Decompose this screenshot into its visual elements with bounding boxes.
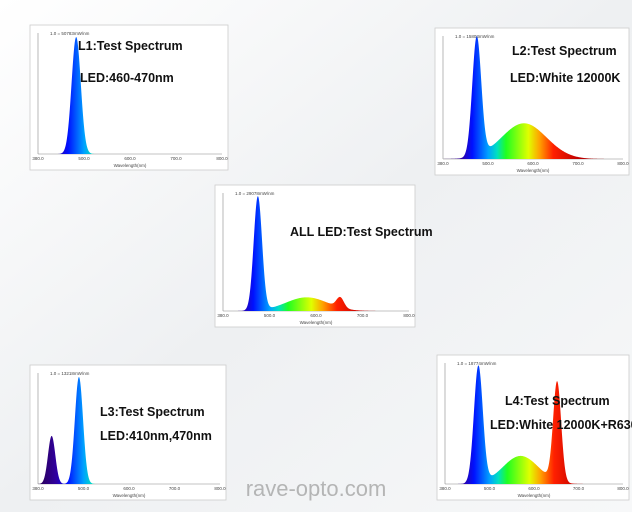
x-tick-label: 700.0 <box>170 156 182 161</box>
x-tick-label: 500.0 <box>482 161 494 166</box>
spectrum-curve <box>445 365 623 484</box>
spectrum-panel: 1.0 = 50783mW/nm Wavelength(nm) 380.0 500.0… <box>29 24 229 171</box>
x-tick-label: 500.0 <box>264 313 276 318</box>
x-tick-label: 700.0 <box>357 313 369 318</box>
axis-label: Wavelength(nm) <box>517 168 550 173</box>
panel-subtitle: LED:White 12000K <box>510 71 620 85</box>
x-tick-label: 600.0 <box>528 486 540 491</box>
x-tick-label: 500.0 <box>78 486 90 491</box>
spectrum-curve <box>38 37 222 154</box>
x-tick-label: 600.0 <box>124 156 136 161</box>
axis-label: Wavelength(nm) <box>114 163 147 168</box>
x-tick-label: 380.0 <box>32 156 44 161</box>
panel-frame <box>29 24 229 171</box>
x-tick-label: 600.0 <box>527 161 539 166</box>
axis-label: Wavelength(nm) <box>113 493 146 498</box>
panel-subtitle: LED:White 12000K+R630nm <box>490 418 632 432</box>
scale-label: 1.0 = 18774mW/nm <box>457 361 497 366</box>
scale-label: 1.0 = 50783mW/nm <box>50 31 90 36</box>
x-tick-label: 500.0 <box>484 486 496 491</box>
scale-label: 1.0 = 29078mW/nm <box>235 191 275 196</box>
x-tick-label: 380.0 <box>217 313 229 318</box>
x-tick-label: 700.0 <box>572 161 584 166</box>
spectrum-curve <box>443 36 623 160</box>
panel-title: L2:Test Spectrum <box>512 44 617 58</box>
x-tick-label: 800.0 <box>617 161 629 166</box>
x-tick-label: 600.0 <box>310 313 322 318</box>
x-tick-label: 800.0 <box>403 313 415 318</box>
x-tick-label: 500.0 <box>78 156 90 161</box>
x-tick-label: 380.0 <box>439 486 451 491</box>
x-tick-label: 380.0 <box>437 161 449 166</box>
x-tick-label: 700.0 <box>573 486 585 491</box>
watermark: rave-opto.com <box>246 476 387 501</box>
x-tick-label: 700.0 <box>169 486 181 491</box>
axis-label: Wavelength(nm) <box>518 493 551 498</box>
scale-label: 1.0 = 15803mW/nm <box>455 34 495 39</box>
panel-subtitle: LED:460-470nm <box>80 71 174 85</box>
spectrum-panel: 1.0 = 15803mW/nm Wavelength(nm) 380.0 500.0… <box>434 27 630 176</box>
spectrum-panel: 1.0 = 29078mW/nm Wavelength(nm) 380.0 500.0… <box>214 184 433 328</box>
panel-subtitle: LED:410nm,470nm <box>100 429 212 443</box>
panel-title: L1:Test Spectrum <box>78 39 183 53</box>
x-tick-label: 800.0 <box>216 156 228 161</box>
axis-label: Wavelength(nm) <box>300 320 333 325</box>
x-tick-label: 800.0 <box>617 486 629 491</box>
spectrum-panel: 1.0 = 13218mW/nm Wavelength(nm) 380.0 500.0… <box>29 364 227 501</box>
spectrum-curve <box>38 377 220 484</box>
spectrum-panel: 1.0 = 18774mW/nm Wavelength(nm) 380.0 500.0… <box>436 354 632 501</box>
spectrum-curve <box>223 196 409 311</box>
x-tick-label: 800.0 <box>214 486 226 491</box>
x-tick-label: 380.0 <box>32 486 44 491</box>
scale-label: 1.0 = 13218mW/nm <box>50 371 90 376</box>
x-tick-label: 600.0 <box>123 486 135 491</box>
panel-title: L4:Test Spectrum <box>505 394 610 408</box>
panel-title: L3:Test Spectrum <box>100 405 205 419</box>
panel-title: ALL LED:Test Spectrum <box>290 225 433 239</box>
panel-frame <box>29 364 227 501</box>
